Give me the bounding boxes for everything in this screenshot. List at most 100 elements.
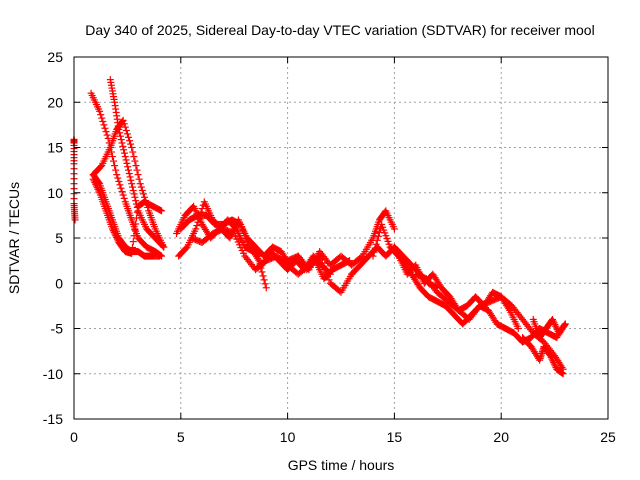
data-point: [259, 272, 267, 280]
data-point: [159, 242, 167, 250]
data-point: [138, 186, 146, 194]
data-point: [158, 207, 166, 215]
data-point: [116, 132, 124, 140]
data-point: [192, 225, 200, 233]
data-point: [96, 107, 104, 115]
data-point: [122, 127, 130, 135]
data-point: [131, 193, 139, 201]
x-tick-label: 10: [280, 429, 296, 445]
data-point: [102, 128, 110, 136]
data-point: [318, 259, 326, 267]
data-point: [113, 171, 121, 179]
y-axis-label: SDTVAR / TECUs: [6, 182, 22, 294]
data-point: [551, 362, 559, 370]
data-point: [374, 232, 382, 240]
data-point: [371, 244, 379, 252]
data-point: [115, 125, 123, 133]
x-tick-label: 5: [177, 429, 185, 445]
data-point: [324, 272, 332, 280]
data-point: [119, 191, 127, 199]
data-points: [70, 76, 569, 378]
data-point: [132, 220, 140, 228]
data-point: [125, 170, 133, 178]
data-point: [136, 180, 144, 188]
data-point: [114, 174, 122, 182]
data-point: [262, 284, 270, 292]
data-point: [560, 321, 568, 329]
data-point: [258, 268, 266, 276]
data-point: [128, 144, 136, 151]
data-point: [137, 183, 145, 191]
y-tick-label: 15: [47, 140, 63, 156]
data-point: [103, 131, 111, 139]
data-point: [117, 184, 125, 192]
data-point: [129, 238, 137, 246]
y-tick-label: 5: [55, 230, 63, 246]
data-point: [127, 140, 135, 148]
x-tick-label: 20: [493, 429, 509, 445]
data-point: [155, 252, 163, 260]
data-point: [549, 357, 557, 365]
data-point: [550, 358, 558, 366]
data-point: [124, 133, 132, 141]
data-point: [548, 315, 556, 323]
data-point: [320, 262, 328, 270]
data-point: [133, 166, 141, 174]
data-point: [116, 129, 124, 137]
chart-title: Day 340 of 2025, Sidereal Day-to-day VTE…: [85, 22, 594, 38]
data-point: [117, 136, 125, 144]
y-tick-label: 10: [47, 185, 63, 201]
data-point: [119, 142, 127, 150]
data-point: [120, 120, 128, 128]
data-point: [129, 186, 137, 194]
data-point: [139, 190, 147, 198]
data-point: [321, 266, 329, 274]
data-point: [561, 320, 569, 328]
data-point: [127, 176, 135, 184]
data-point: [121, 153, 129, 161]
data-point: [131, 226, 139, 234]
data-point: [514, 325, 522, 332]
data-point: [124, 163, 132, 171]
data-point: [128, 183, 136, 191]
x-tick-label: 25: [600, 429, 616, 445]
data-point: [119, 116, 127, 124]
data-point: [551, 321, 559, 329]
data-point: [160, 243, 168, 251]
data-point: [130, 190, 138, 198]
y-tick-label: -10: [43, 366, 63, 382]
data-point: [254, 252, 262, 260]
data-point: [132, 197, 140, 205]
data-point: [97, 111, 105, 119]
data-point: [99, 117, 107, 125]
data-point: [550, 360, 558, 368]
data-point: [322, 269, 330, 277]
data-point: [128, 180, 136, 188]
data-point: [112, 166, 120, 174]
data-point: [129, 148, 137, 156]
data-point: [132, 214, 140, 222]
data-point: [373, 236, 381, 244]
data-point: [194, 218, 202, 226]
plot-frame: [73, 56, 609, 420]
data-point: [95, 179, 103, 187]
data-point: [118, 188, 126, 196]
data-point: [108, 153, 116, 161]
data-point: [71, 216, 79, 224]
data-point: [130, 153, 138, 161]
data-point: [261, 280, 269, 288]
data-point: [126, 137, 134, 145]
data-point: [370, 248, 378, 256]
x-tick-label: 15: [387, 429, 403, 445]
data-point: [120, 146, 128, 154]
data-point: [390, 225, 398, 233]
data-point: [116, 181, 124, 189]
data-point: [253, 251, 261, 259]
y-tick-label: -15: [43, 411, 63, 427]
x-axis-label: GPS time / hours: [288, 457, 395, 473]
data-point: [133, 208, 141, 216]
data-point: [101, 124, 109, 132]
data-point: [120, 149, 128, 157]
data-point: [115, 177, 123, 185]
